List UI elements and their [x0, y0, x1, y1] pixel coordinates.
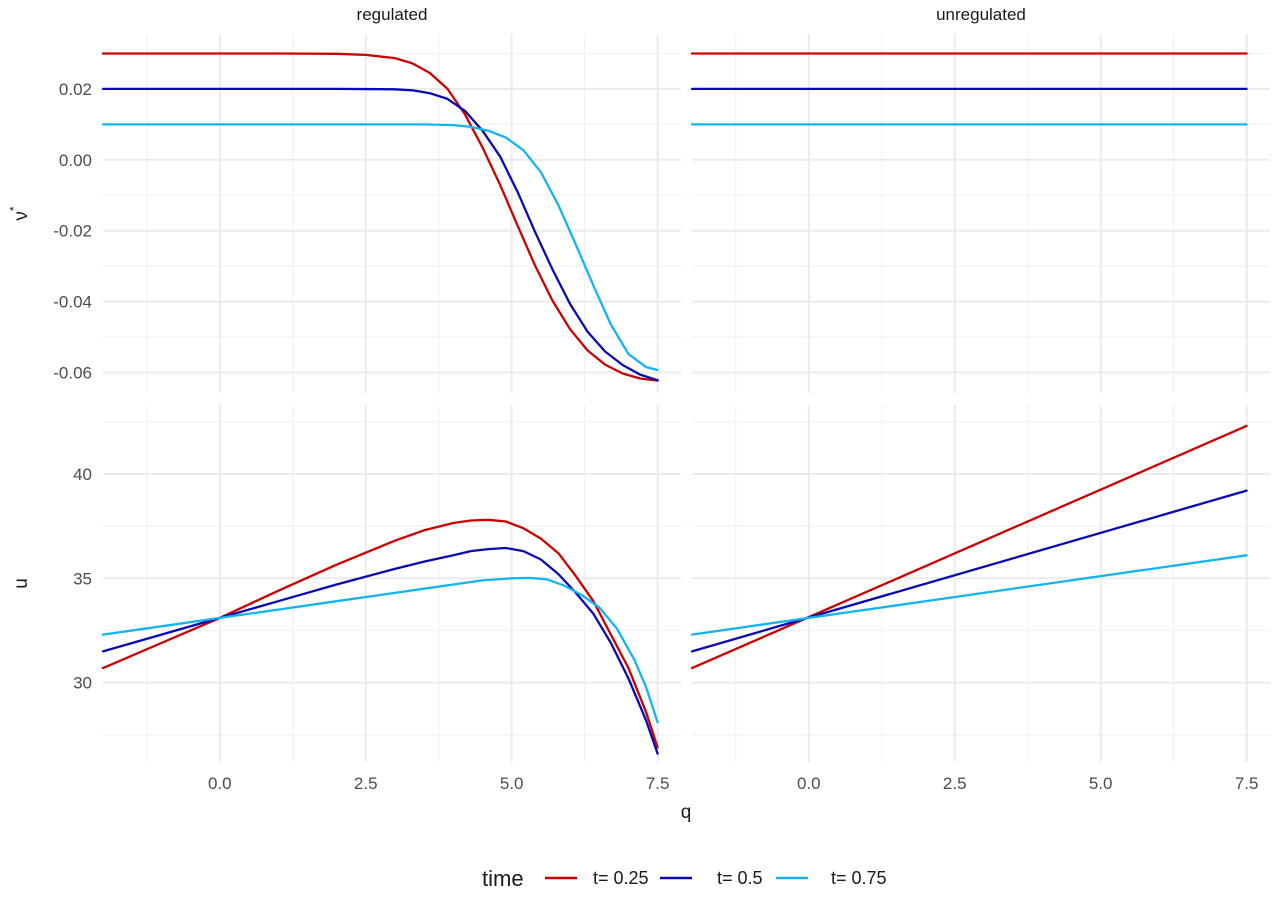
x-tick-label: 0.0 — [208, 774, 232, 793]
series-line-unregulated-t-0-75 — [690, 554, 1248, 636]
x-tick-label: 7.5 — [646, 774, 670, 793]
y-tick-label: 40 — [73, 465, 92, 484]
y-tick-label: -0.02 — [53, 222, 92, 241]
x-axis-title: q — [681, 802, 692, 823]
legend-title: time — [482, 866, 524, 891]
series-line-regulated-t-0-25 — [101, 518, 659, 749]
y-tick-label: 30 — [73, 674, 92, 693]
y-tick-label: -0.04 — [53, 293, 92, 312]
x-tick-label: 2.5 — [943, 774, 967, 793]
x-tick-label: 5.0 — [1089, 774, 1113, 793]
legend-label: t= 0.75 — [831, 868, 887, 888]
series-line-regulated-t-0-75 — [101, 576, 659, 724]
series-line-regulated-t-0-25 — [101, 52, 659, 382]
facet-strip-label: regulated — [357, 5, 428, 24]
x-tick-label: 7.5 — [1235, 774, 1259, 793]
series-line-unregulated-t-0-25 — [690, 424, 1248, 670]
facet-strip-label: unregulated — [936, 5, 1026, 24]
x-tick-label: 5.0 — [500, 774, 524, 793]
y-axis-title: ν* — [7, 206, 32, 221]
y-axis-title: u — [11, 578, 32, 589]
series-line-unregulated-t-0-5 — [690, 489, 1248, 653]
y-tick-label: 35 — [73, 569, 92, 588]
series-line-regulated-t-0-5 — [101, 87, 659, 382]
x-tick-label: 0.0 — [797, 774, 821, 793]
x-tick-label: 2.5 — [354, 774, 378, 793]
series-line-regulated-t-0-5 — [101, 546, 659, 755]
y-tick-label: 0.00 — [59, 151, 92, 170]
series-line-regulated-t-0-75 — [101, 123, 659, 372]
y-tick-label: 0.02 — [59, 80, 92, 99]
legend-label: t= 0.25 — [593, 868, 649, 888]
legend-label: t= 0.5 — [717, 868, 763, 888]
y-tick-label: -0.06 — [53, 363, 92, 382]
